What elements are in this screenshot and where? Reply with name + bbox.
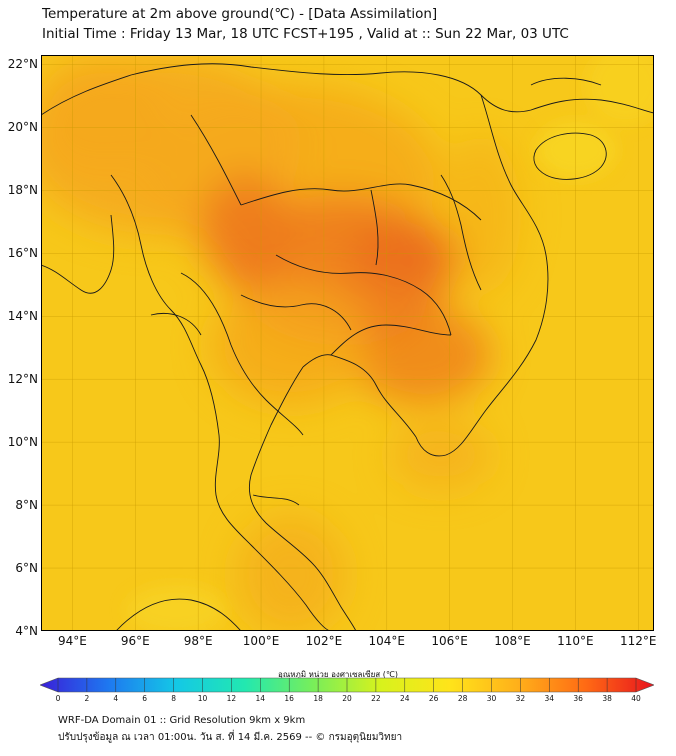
temperature-shading: [41, 55, 521, 631]
longitude-label: 100°E: [242, 634, 280, 648]
colorbar-tick-label: 4: [113, 694, 119, 703]
latitude-label: 14°N: [7, 309, 38, 324]
latitude-label: 4°N: [15, 624, 38, 638]
colorbar-tick-label: 0: [55, 694, 61, 703]
map-subtitle: Initial Time : Friday 13 Mar, 18 UTC FCS…: [42, 26, 569, 42]
colorbar-tick-label: 8: [171, 694, 176, 703]
colorbar-tick-label: 18: [313, 694, 323, 703]
colorbar-title: อุณหภูมิ หน่วย องศาเซลเซียส (℃): [278, 670, 398, 679]
colorbar-tick-label: 40: [631, 694, 641, 703]
colorbar-tick-label: 14: [255, 694, 266, 703]
footer-model-info: WRF-DA Domain 01 :: Grid Resolution 9km …: [58, 715, 306, 726]
longitude-label: 106°E: [431, 634, 468, 648]
longitude-label: 102°E: [305, 634, 343, 648]
temperature-map-canvas: [41, 55, 654, 631]
colorbar-tick-label: 16: [284, 694, 294, 703]
latitude-label: 22°N: [7, 57, 38, 72]
latitude-label: 6°N: [15, 561, 38, 576]
latitude-label: 16°N: [7, 246, 38, 261]
longitude-label: 110°E: [557, 634, 594, 648]
temperature-map: [41, 55, 654, 631]
colorbar-tick-label: 38: [602, 694, 612, 703]
colorbar: [40, 677, 654, 693]
latitude-label: 12°N: [7, 372, 38, 387]
colorbar-tick-label: 20: [342, 694, 352, 703]
colorbar-tick-label: 12: [226, 694, 237, 703]
longitude-label: 112°E: [620, 634, 657, 648]
footer-update-info: ปรับปรุงข้อมูล ณ เวลา 01:00น. วัน ส. ที่…: [58, 732, 403, 743]
colorbar-tick-label: 28: [457, 694, 468, 703]
latitude-label: 10°N: [7, 435, 38, 450]
longitude-label: 108°E: [494, 634, 531, 648]
longitude-label: 94°E: [57, 634, 87, 648]
colorbar-tick-label: 24: [400, 694, 410, 703]
coastlines: [41, 63, 654, 631]
colorbar-tick-label: 22: [371, 694, 381, 703]
colorbar-tick-label: 26: [428, 694, 439, 703]
latitude-label: 8°N: [15, 498, 38, 513]
longitude-label: 96°E: [120, 634, 150, 648]
colorbar-tick-label: 34: [544, 694, 555, 703]
colorbar-tick-label: 10: [197, 694, 208, 703]
colorbar-tick-label: 36: [573, 694, 583, 703]
latitude-label: 20°N: [7, 120, 38, 135]
longitude-label: 98°E: [183, 634, 213, 648]
map-frame: [41, 55, 654, 631]
colorbar-tick-label: 32: [515, 694, 526, 703]
colorbar-tick-label: 30: [486, 694, 497, 703]
map-title: Temperature at 2m above ground(℃) - [Dat…: [42, 6, 438, 22]
colorbar-tick-label: 2: [84, 694, 90, 703]
colorbar-tick-label: 6: [142, 694, 148, 703]
graticule: [41, 55, 654, 631]
latitude-label: 18°N: [7, 183, 38, 198]
longitude-label: 104°E: [368, 634, 406, 648]
